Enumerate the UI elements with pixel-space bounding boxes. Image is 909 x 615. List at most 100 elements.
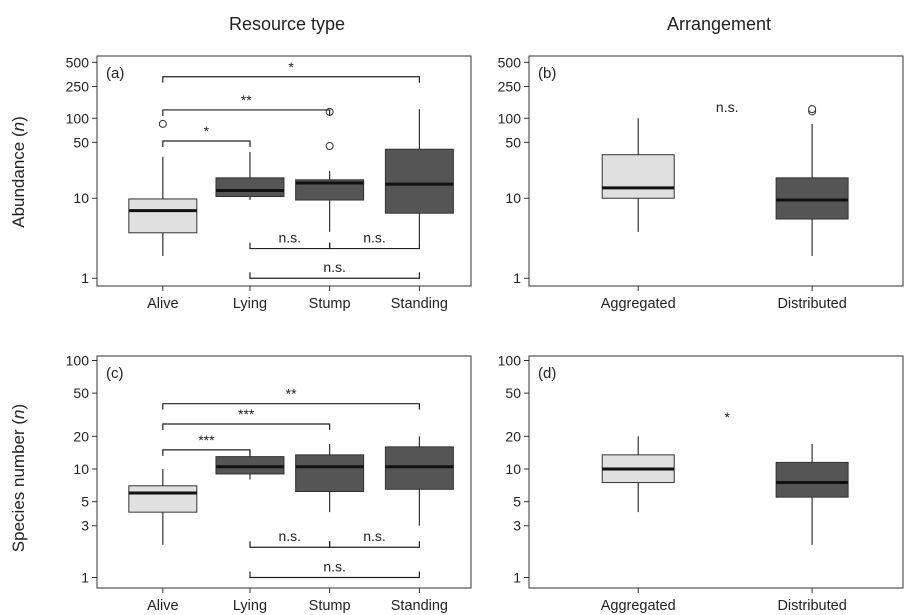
x-tick-label-lying: Lying [233,296,267,312]
comparison-bracket: ** [162,386,420,410]
y-axis-label-species-number: Species number (n) [9,404,28,552]
x-tick-label-aggregated: Aggregated [601,296,676,312]
comparison-bracket: n.s. [329,230,420,250]
significance-label: ** [241,92,252,108]
y-tick-label: 20 [505,428,521,444]
comparison-bracket: n.s. [249,259,420,279]
box-lying [215,151,285,201]
y-tick-label: 250 [498,78,522,94]
y-tick-label: 1 [513,569,521,585]
significance-label: *** [238,406,255,422]
bracket-line [162,140,251,147]
box-distributed [775,105,849,256]
comparison-bracket: n.s. [329,528,420,548]
panel-label: (c) [106,365,124,382]
y-tick-label: 100 [66,110,90,126]
bracket-line [329,541,420,548]
bracket-line [249,272,420,279]
box-aggregated [601,436,675,513]
panel-label: (b) [538,65,556,82]
box-iqr [775,461,849,498]
x-tick-label-distributed: Distributed [777,296,846,312]
y-tick-label: 3 [513,518,521,534]
bracket-line [162,76,420,83]
y-tick-label: 250 [66,78,90,94]
comparison-bracket: *** [162,432,251,456]
significance-label: *** [198,432,215,448]
y-tick-label: 1 [81,569,89,585]
bracket-line [162,423,331,430]
box-iqr [215,177,285,198]
bracket-line [162,449,251,456]
y-tick-label: 10 [73,461,89,477]
box-iqr [128,198,198,234]
comparison-bracket: * [162,59,420,83]
x-tick-label-lying: Lying [233,598,267,614]
y-tick-label: 100 [498,352,522,368]
panel-a: 1 10 50 100 250 500 Alive Lying Stump Standing (a)… [66,54,472,312]
significance-label: n.s. [363,528,386,544]
significance-label: * [288,59,294,75]
plot-frame [96,355,472,589]
panel-label: (d) [538,365,556,382]
box-iqr [775,177,849,220]
box-alive [128,468,198,545]
panel-b: 1 10 50 100 250 500 Aggregated Distributed (b) n.… [498,54,904,312]
y-tick-label: 1 [513,270,521,286]
plot-frame [528,55,904,287]
panel-label: (a) [106,65,124,82]
column-title-resource-type: Resource type [229,14,345,34]
significance-label: n.s. [323,558,346,574]
outlier-point [808,105,817,114]
significance-label: * [204,123,210,139]
box-standing [384,436,454,526]
significance-label: n.s. [279,528,302,544]
box-standing [384,109,454,243]
panel-c: 1 3 5 10 20 50 100 Alive Lying Stump Standing (c) **… [66,352,472,614]
y-axis-label-abundance: Abundance (n) [9,116,28,228]
plot-frame [96,55,472,287]
x-tick-label-standing: Standing [391,598,448,614]
x-tick-label-aggregated: Aggregated [601,598,676,614]
y-tick-label: 50 [505,385,521,401]
y-tick-label: 50 [505,134,521,150]
comparison-bracket: * [162,123,251,147]
y-tick-label: 3 [81,518,89,534]
panel-significance-annotation: n.s. [716,99,739,115]
comparison-bracket: n.s. [249,558,420,579]
box-stump [295,443,365,513]
y-tick-label: 500 [66,54,90,70]
plot-frame [528,355,904,589]
x-tick-label-stump: Stump [309,296,351,312]
box-iqr [384,148,454,214]
x-tick-label-stump: Stump [309,598,351,614]
bracket-line [162,109,331,116]
comparison-bracket: n.s. [249,528,331,548]
y-tick-label: 5 [513,494,521,510]
box-iqr [295,179,365,201]
x-tick-label-standing: Standing [391,296,448,312]
y-tick-label: 100 [498,110,522,126]
bracket-line [329,242,420,250]
y-tick-label: 5 [81,494,89,510]
panel-d: 1 3 5 10 20 50 100 Aggregated Distributed (d) * [498,352,904,614]
box-stump [295,107,365,232]
y-tick-label: 20 [73,428,89,444]
significance-label: n.s. [323,259,346,275]
comparison-bracket: *** [162,406,331,430]
y-tick-label: 50 [73,385,89,401]
outlier-point [158,119,167,128]
column-title-arrangement: Arrangement [667,14,771,34]
panel-significance-annotation: * [724,409,730,425]
y-tick-label: 10 [73,190,89,206]
significance-label: n.s. [279,230,302,246]
box-alive [128,119,198,256]
y-tick-label: 1 [81,270,89,286]
x-tick-label-alive: Alive [147,598,178,614]
y-tick-label: 10 [505,461,521,477]
y-tick-label: 100 [66,352,90,368]
box-iqr [128,485,198,513]
y-tick-label: 10 [505,190,521,206]
comparison-bracket: ** [162,92,331,116]
